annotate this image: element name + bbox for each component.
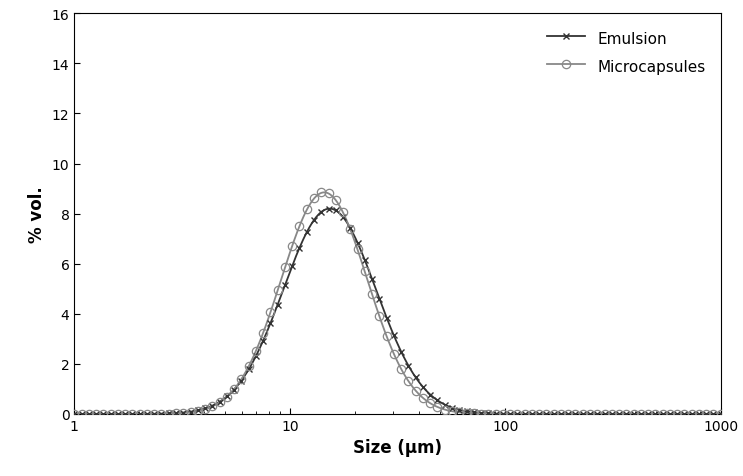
X-axis label: Size (μm): Size (μm) (353, 438, 442, 456)
Y-axis label: % vol.: % vol. (28, 186, 46, 242)
Legend: Emulsion, Microcapsules: Emulsion, Microcapsules (539, 22, 713, 83)
